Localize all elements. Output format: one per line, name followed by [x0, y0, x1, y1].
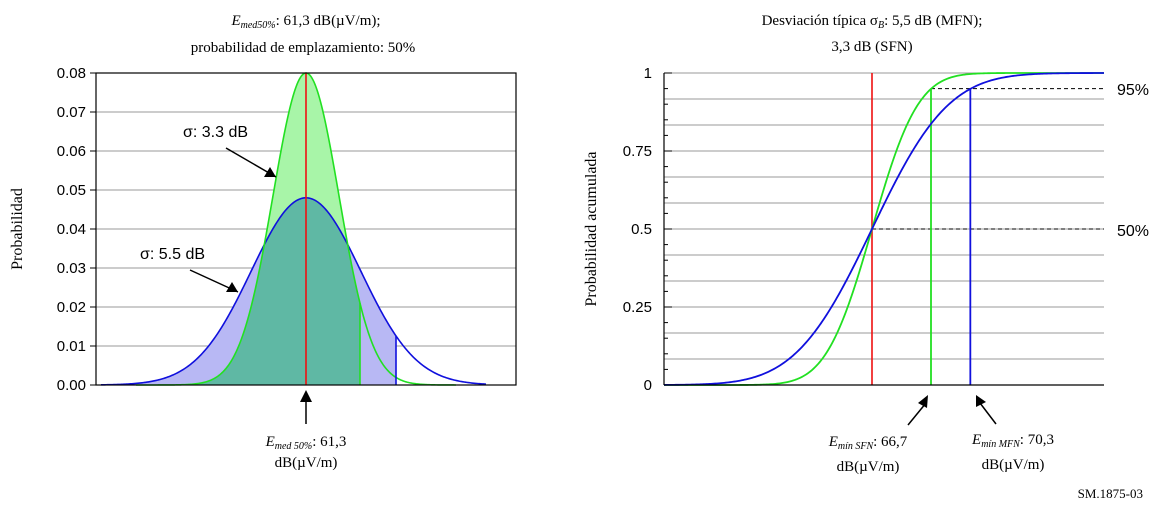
- left-y-tick-label: 0.04: [57, 221, 86, 238]
- sigma-3-3-label: σ: 3.3 dB: [183, 124, 248, 141]
- left-y-tick-label: 0.05: [57, 182, 86, 199]
- right-chart: Desviación típica σB: 5,5 dB (MFN); 3,3 …: [583, 13, 1149, 475]
- left-y-tick-label: 0.03: [57, 260, 86, 277]
- right-y-tick-label: 0.5: [631, 221, 652, 238]
- median-label: Emed 50%: 61,3: [265, 434, 347, 452]
- left-curves: [100, 72, 487, 386]
- left-title-line2: probabilidad de emplazamiento: 50%: [191, 40, 416, 56]
- left-y-tick-label: 0.08: [57, 65, 86, 82]
- left-title-line1: Emed50%: 61,3 dB(µV/m);: [230, 13, 380, 31]
- right-grid: [664, 72, 1104, 386]
- left-y-tick-label: 0.00: [57, 377, 86, 394]
- right-title-line2: 3,3 dB (SFN): [831, 39, 912, 55]
- left-fills: [101, 73, 396, 386]
- right-y-axis-label: Probabilidad acumulada: [583, 151, 600, 306]
- mfn-arrow: [979, 402, 997, 425]
- sfn-label: Emín SFN: 66,7: [828, 434, 908, 452]
- left-y-tick-label: 0.07: [57, 104, 86, 121]
- right-y-tick-label: 0: [644, 377, 652, 394]
- overlap-fill: [136, 197, 360, 385]
- narrow-curve: [136, 72, 457, 386]
- left-plot-frame: [95, 72, 517, 386]
- left-y-axis-label: Probabilidad: [9, 188, 26, 270]
- mfn-cdf-curve: [663, 72, 1105, 386]
- left-y-tick-labels: 0.00 0.01 0.02 0.03 0.04 0.05 0.06 0.07 0.08: [57, 65, 86, 394]
- mfn-unit: dB(µV/m): [982, 457, 1045, 473]
- left-y-tick-label: 0.01: [57, 338, 86, 355]
- wide-curve: [100, 197, 487, 386]
- sigma-3-3-arrowhead: [264, 167, 276, 177]
- left-y-tick-label: 0.02: [57, 299, 86, 316]
- right-reference-lines: [872, 88, 1104, 230]
- median-arrowhead: [300, 390, 312, 402]
- sfn-arrowhead: [918, 395, 928, 408]
- pct-95-label: 95%: [1117, 82, 1149, 99]
- mfn-arrowhead: [976, 395, 986, 407]
- left-chart: Emed50%: 61,3 dB(µV/m); probabilidad de …: [9, 13, 517, 471]
- mfn-label: Emín MFN: 70,3: [971, 432, 1054, 450]
- sigma-5-5-label: σ: 5.5 dB: [140, 246, 205, 263]
- sfn-unit: dB(µV/m): [837, 459, 900, 475]
- right-y-tick-label: 0.25: [623, 299, 652, 316]
- right-y-tick-labels: 0 0.25 0.5 0.75 1: [623, 65, 652, 394]
- sfn-arrow: [907, 402, 927, 426]
- sigma-5-5-arrowhead: [226, 282, 238, 292]
- median-unit: dB(µV/m): [275, 455, 338, 471]
- left-y-tick-label: 0.06: [57, 143, 86, 160]
- figure-reference: SM.1875-03: [1078, 486, 1143, 501]
- right-y-tick-label: 0.75: [623, 143, 652, 160]
- right-y-tick-label: 1: [644, 65, 652, 82]
- pct-50-label: 50%: [1117, 223, 1149, 240]
- right-title-line1: Desviación típica σB: 5,5 dB (MFN);: [762, 13, 983, 31]
